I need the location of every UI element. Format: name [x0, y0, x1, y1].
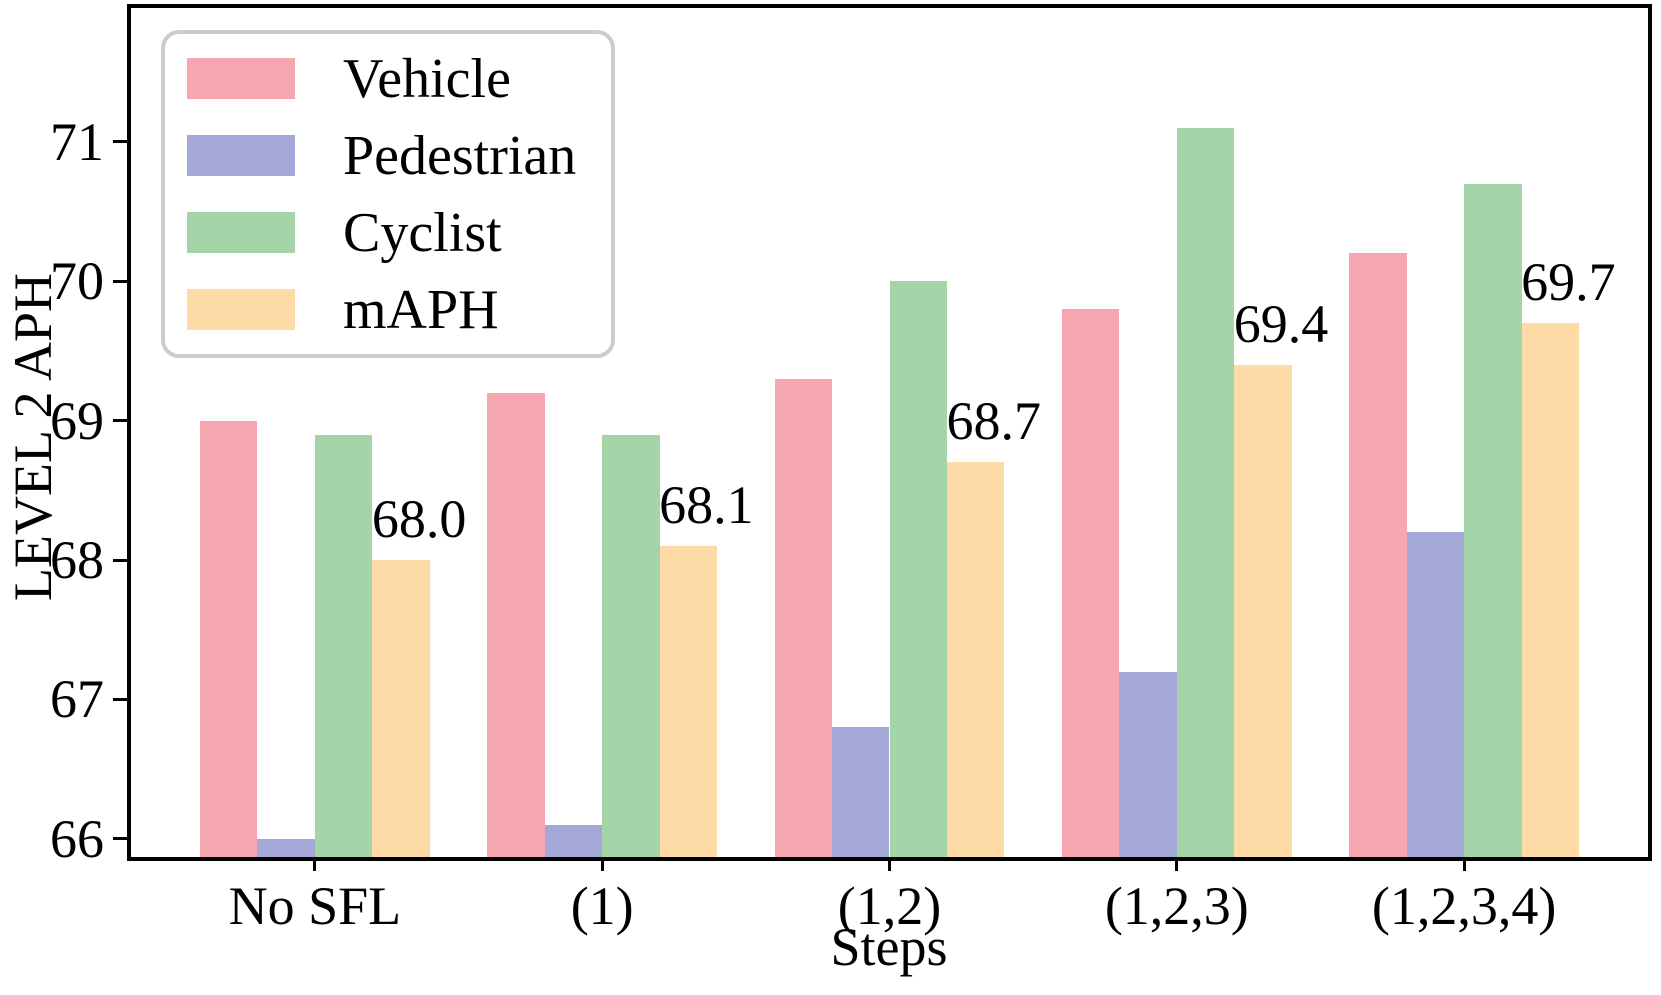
x-axis-title: Steps [830, 917, 948, 977]
bar-value-label: 68.0 [371, 489, 467, 550]
bar-maph [372, 560, 430, 857]
y-tick-mark [113, 837, 127, 841]
bar-value-label: 69.4 [1233, 293, 1329, 354]
y-tick-mark [113, 279, 127, 283]
bar-pedestrian [1119, 671, 1177, 857]
bar-maph [1234, 364, 1292, 857]
bar-value-label: 68.1 [659, 475, 754, 536]
bar-cyclist [889, 281, 947, 857]
x-tick-mark [888, 857, 891, 871]
y-tick-label: 67 [50, 669, 104, 730]
legend-swatch-vehicle [187, 58, 295, 99]
x-tick-label: (1) [570, 876, 634, 936]
bar-pedestrian [1406, 532, 1465, 857]
x-tick-mark [313, 857, 317, 871]
legend-swatch-cyclist [187, 212, 295, 253]
x-tick-mark [1462, 857, 1466, 871]
legend-label: mAPH [343, 278, 499, 341]
y-tick-mark [113, 419, 127, 423]
legend-entry-maph: mAPH [187, 271, 611, 348]
y-tick-label: 68 [50, 530, 104, 591]
bar-cyclist [602, 434, 660, 857]
y-tick-label: 66 [50, 808, 104, 869]
plot-area: 68.0 68.1 68.7 69.4 69.7 [113, 4, 1652, 861]
bar-maph [946, 462, 1005, 857]
y-tick-label: 69 [50, 390, 104, 451]
y-tick-label: 70 [50, 251, 104, 312]
y-tick-mark [113, 558, 127, 562]
x-tick-mark [600, 857, 604, 871]
bar-vehicle [199, 420, 258, 857]
legend: Vehicle Pedestrian Cyclist mAPH [161, 30, 615, 358]
legend-entry-cyclist: Cyclist [187, 194, 611, 271]
bar-cyclist [1464, 183, 1522, 857]
y-tick-label: 71 [50, 111, 104, 172]
bar-maph [659, 546, 718, 857]
bar-value-label: 69.7 [1521, 252, 1616, 313]
bar-pedestrian [544, 824, 603, 857]
y-tick-mark [113, 140, 127, 144]
x-tick-label: (1,2,3) [1104, 876, 1249, 936]
x-tick-label: No SFL [228, 876, 402, 936]
y-tick-mark [113, 697, 127, 701]
x-tick-mark [1175, 857, 1179, 871]
x-tick-label: (1,2,3,4) [1371, 876, 1557, 936]
bar-pedestrian [832, 727, 890, 857]
bar-pedestrian [257, 838, 315, 857]
legend-swatch-maph [187, 289, 295, 330]
bar-maph [1521, 323, 1580, 857]
legend-entry-pedestrian: Pedestrian [187, 117, 611, 194]
legend-swatch-pedestrian [187, 135, 295, 176]
bar-vehicle [487, 392, 545, 857]
bar-vehicle [1061, 309, 1120, 857]
legend-entry-vehicle: Vehicle [187, 40, 611, 117]
legend-label: Cyclist [343, 201, 502, 264]
legend-label: Pedestrian [343, 124, 577, 187]
bar-cyclist [314, 434, 373, 857]
x-tick-label: (1,2) [837, 876, 942, 936]
bar-vehicle [1349, 253, 1407, 857]
bar-cyclist [1176, 127, 1235, 857]
bar-vehicle [774, 378, 833, 857]
bar-value-label: 68.7 [946, 391, 1041, 452]
legend-label: Vehicle [343, 47, 511, 110]
